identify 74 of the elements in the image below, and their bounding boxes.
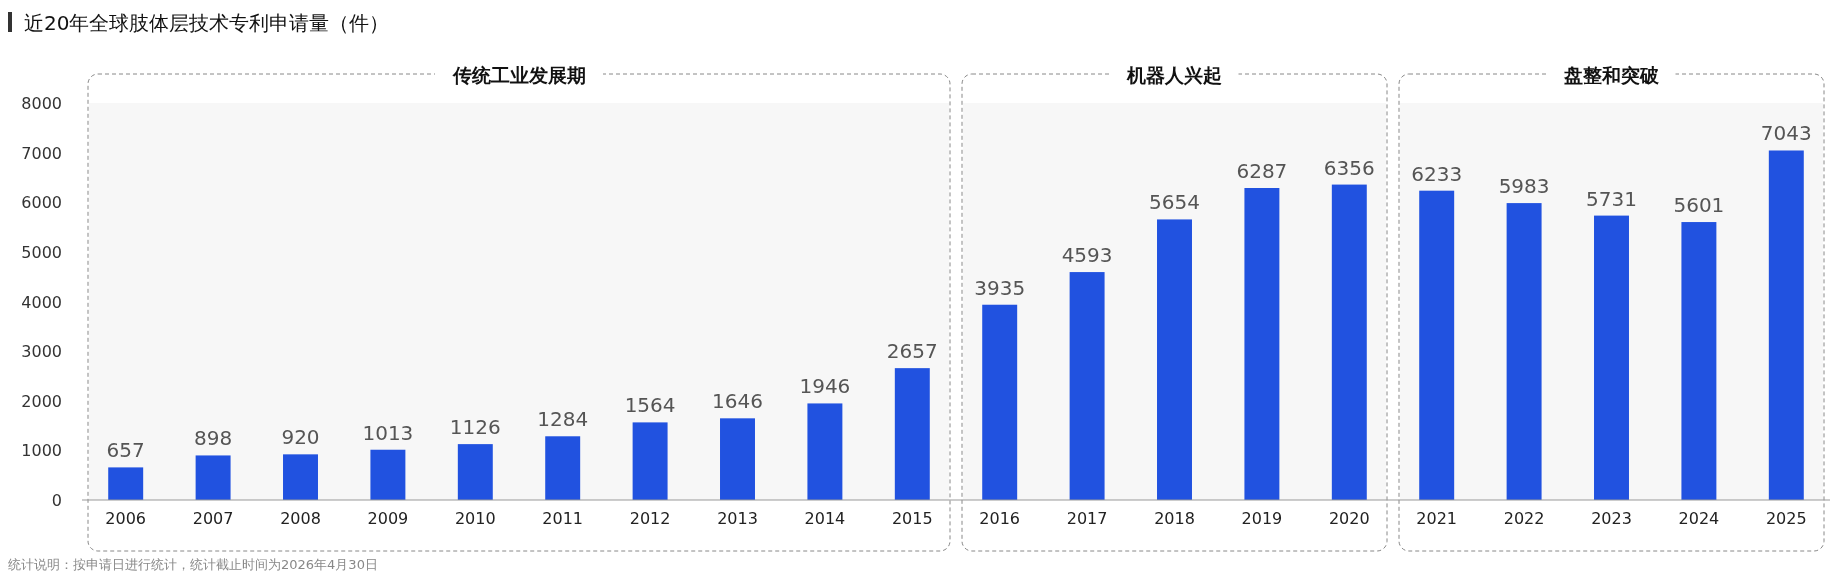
data-label: 6356 — [1323, 155, 1375, 180]
bar — [1419, 190, 1455, 500]
data-label: 898 — [194, 426, 233, 451]
chart-title: 近20年全球肢体层技术专利申请量（件） — [24, 11, 390, 35]
x-tick-label: 2016 — [979, 509, 1021, 528]
x-tick-label: 2020 — [1328, 509, 1370, 528]
x-tick-label: 2023 — [1591, 509, 1632, 528]
y-tick-label: 3000 — [21, 342, 62, 362]
data-label: 1284 — [537, 407, 589, 432]
data-label: 6233 — [1411, 161, 1463, 186]
data-label: 1946 — [799, 374, 851, 399]
bar — [1594, 215, 1629, 500]
bar — [632, 422, 668, 500]
y-tick-label: 0 — [51, 491, 62, 510]
data-label: 657 — [106, 438, 145, 463]
y-tick-label: 5000 — [21, 242, 62, 262]
bar — [720, 418, 755, 500]
x-tick-label: 2008 — [280, 509, 321, 528]
data-label: 5654 — [1149, 190, 1200, 215]
bar — [807, 403, 843, 500]
bar — [283, 454, 318, 500]
bar — [894, 368, 930, 500]
bar — [1157, 219, 1192, 500]
x-tick-label: 2010 — [454, 509, 496, 528]
text: 统计说明：按申请日进行统计，统计截止时间为2026年4月30日 — [8, 557, 378, 572]
bar — [1768, 150, 1804, 500]
data-label: 1564 — [624, 393, 676, 418]
bar — [1681, 222, 1717, 500]
band-label: 机器人兴起 — [1126, 64, 1222, 86]
bar — [1331, 184, 1367, 500]
bar — [108, 467, 144, 500]
data-label: 5983 — [1498, 174, 1550, 199]
x-tick-label: 2018 — [1154, 509, 1195, 528]
x-tick-label: 2019 — [1241, 509, 1283, 528]
bar — [457, 444, 493, 500]
data-label: 7043 — [1760, 121, 1812, 146]
bar — [1506, 203, 1542, 500]
y-tick-label: 7000 — [21, 143, 62, 163]
x-tick-label: 2025 — [1765, 509, 1807, 528]
y-tick-label: 6000 — [21, 193, 62, 213]
x-tick-label: 2014 — [804, 509, 846, 528]
x-tick-label: 2012 — [629, 509, 671, 528]
data-label: 3935 — [974, 275, 1026, 300]
data-label: 1013 — [362, 420, 414, 445]
x-tick-label: 2013 — [717, 509, 758, 528]
y-tick-label: 8000 — [21, 94, 62, 113]
data-label: 1646 — [712, 389, 763, 414]
x-tick-label: 2007 — [192, 509, 234, 528]
data-label: 920 — [281, 425, 320, 450]
x-tick-label: 2015 — [891, 509, 933, 528]
bar — [982, 304, 1018, 500]
band-label: 传统工业发展期 — [451, 64, 586, 86]
x-tick-label: 2006 — [105, 509, 147, 528]
x-tick-label: 2021 — [1416, 509, 1458, 528]
y-tick-label: 4000 — [21, 292, 62, 312]
data-label: 4593 — [1061, 243, 1113, 268]
bar — [1069, 272, 1105, 500]
data-label: 2657 — [886, 339, 938, 364]
x-tick-label: 2017 — [1066, 509, 1108, 528]
bar — [370, 449, 406, 500]
bar — [195, 455, 231, 500]
data-label: 5601 — [1673, 193, 1725, 218]
x-tick-label: 2009 — [367, 509, 409, 528]
bar — [545, 436, 581, 500]
band-label: 盘整和突破 — [1563, 64, 1660, 86]
x-tick-label: 2011 — [542, 509, 584, 528]
x-tick-label: 2024 — [1678, 509, 1720, 528]
y-tick-label: 1000 — [21, 441, 62, 461]
bar — [1244, 188, 1280, 500]
data-label: 6287 — [1236, 159, 1288, 184]
data-label: 5731 — [1586, 186, 1637, 211]
x-tick-label: 2022 — [1503, 509, 1545, 528]
y-tick-label: 2000 — [21, 391, 62, 411]
data-label: 1126 — [449, 415, 501, 440]
